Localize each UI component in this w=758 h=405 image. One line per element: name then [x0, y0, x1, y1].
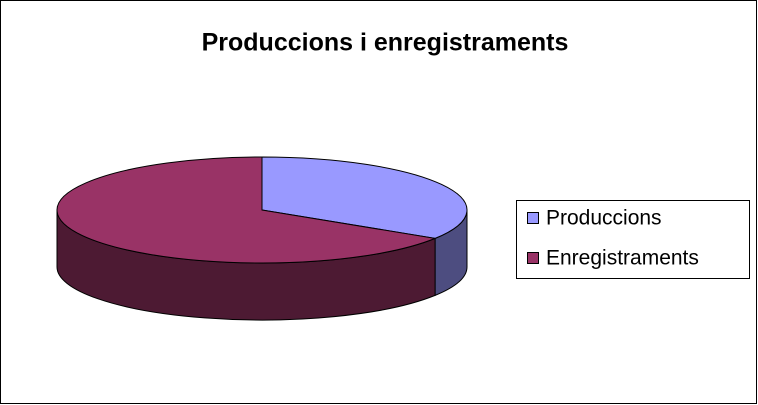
legend-label: Enregistraments	[546, 247, 699, 270]
chart-title: Produccions i enregistraments	[202, 29, 569, 57]
legend-label: Produccions	[546, 207, 662, 230]
legend-box	[516, 200, 750, 279]
legend-swatch	[527, 252, 539, 264]
legend-swatch	[527, 212, 539, 224]
pie-slice	[56, 156, 437, 264]
